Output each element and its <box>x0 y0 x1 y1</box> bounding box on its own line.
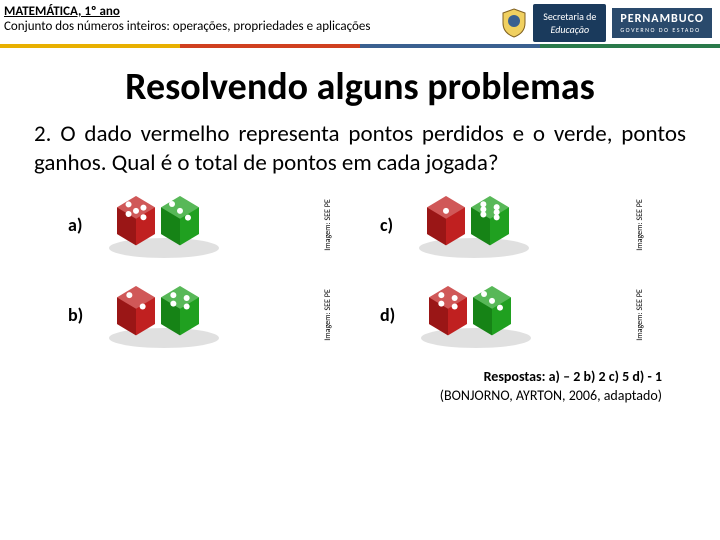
shield-icon <box>501 8 527 38</box>
item-d: d) Imagem: SEE PE <box>380 274 652 356</box>
label-d: d) <box>380 304 395 326</box>
secretaria-logo: Secretaria de Educação <box>533 4 606 42</box>
dice-pair-b <box>99 280 229 350</box>
subtitle-line: Conjunto dos números inteiros: operações… <box>4 19 501 35</box>
dice-pair-c <box>409 190 539 260</box>
page-title: Resolvendo alguns problemas <box>28 64 692 110</box>
sec-line1: Secretaria de <box>543 10 596 23</box>
subject-line: MATEMÁTICA, 1º ano <box>4 4 501 19</box>
pe-title: PERNAMBUCO <box>620 12 704 26</box>
sec-line2: Educação <box>543 23 596 36</box>
item-b: b) Imagem: SEE PE <box>68 274 340 356</box>
question-text: 2. O dado vermelho representa pontos per… <box>28 120 692 178</box>
answers-line: Respostas: a) – 2 b) 2 c) 5 d) - 1 <box>28 368 662 385</box>
dice-pair-d <box>411 280 541 350</box>
credit-c: Imagem: SEE PE <box>635 199 645 251</box>
pernambuco-logo: PERNAMBUCO GOVERNO DO ESTADO <box>612 8 712 38</box>
page-header: MATEMÁTICA, 1º ano Conjunto dos números … <box>0 0 720 42</box>
label-b: b) <box>68 304 83 326</box>
label-c: c) <box>380 214 393 236</box>
color-stripe <box>0 44 720 48</box>
dice-grid: a) Imagem: SEE PE c) Imagem: SEE PE b) I… <box>68 184 652 356</box>
item-a: a) Imagem: SEE PE <box>68 184 340 266</box>
credit-d: Imagem: SEE PE <box>635 289 645 341</box>
pe-subtitle: GOVERNO DO ESTADO <box>620 26 704 34</box>
header-logos: Secretaria de Educação PERNAMBUCO GOVERN… <box>501 4 712 42</box>
source-line: (BONJORNO, AYRTON, 2006, adaptado) <box>28 387 662 404</box>
header-text: MATEMÁTICA, 1º ano Conjunto dos números … <box>4 4 501 35</box>
credit-b: Imagem: SEE PE <box>323 289 333 341</box>
item-c: c) Imagem: SEE PE <box>380 184 652 266</box>
dice-pair-a <box>99 190 229 260</box>
main-content: Resolvendo alguns problemas 2. O dado ve… <box>0 48 720 404</box>
label-a: a) <box>68 214 83 236</box>
credit-a: Imagem: SEE PE <box>323 199 333 251</box>
